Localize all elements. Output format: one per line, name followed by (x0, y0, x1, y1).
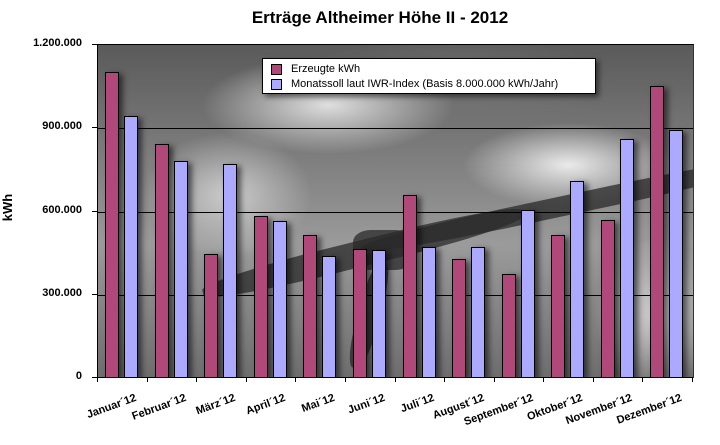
bar-monatssoll (619, 139, 634, 378)
legend-item-monatssoll: Monatssoll laut IWR-Index (Basis 8.000.0… (271, 77, 558, 91)
bar-monatssoll (173, 161, 188, 378)
bar-monatssoll (124, 115, 138, 378)
legend-item-erzeugt: Erzeugte kWh (271, 62, 360, 76)
legend-swatch-red (271, 63, 282, 75)
bar-erzeugt (204, 253, 219, 378)
bar-erzeugt (452, 258, 467, 378)
bar-erzeugt (551, 235, 566, 378)
x-tick-mark (97, 377, 98, 382)
chart-title: Erträge Altheimer Höhe II - 2012 (251, 8, 509, 27)
x-tick-mark (146, 377, 148, 382)
legend-swatch-blue (271, 78, 282, 90)
y-tick-label: 1.200.000 (33, 37, 82, 49)
bar-erzeugt (650, 86, 665, 378)
bar-erzeugt (600, 220, 615, 378)
x-tick-mark (245, 377, 247, 382)
y-tick-mark (92, 127, 97, 129)
gridline (98, 211, 693, 213)
x-tick-label: Juni´12 (345, 392, 387, 417)
x-tick-label: Januar´12 (85, 392, 139, 422)
bar-erzeugt (105, 71, 119, 378)
gridline (98, 128, 693, 130)
x-tick-mark (543, 377, 545, 382)
gridline (98, 294, 693, 296)
y-tick-label: 900.000 (42, 120, 82, 133)
x-tick-mark (444, 377, 446, 382)
x-tick-label: April´12 (244, 392, 288, 418)
bar-monatssoll (520, 210, 535, 378)
y-tick-mark (92, 44, 97, 45)
bar-erzeugt (352, 248, 367, 378)
bar-monatssoll (322, 255, 337, 378)
bar-erzeugt (253, 215, 268, 378)
bar-monatssoll (371, 250, 386, 378)
x-tick-label: Juli´12 (398, 392, 436, 416)
y-tick-label: 600.000 (42, 203, 82, 216)
legend: Erzeugte kWh Monatssoll laut IWR-Index (… (262, 58, 596, 94)
x-tick-label: Mai´12 (300, 392, 337, 415)
x-tick-mark (394, 377, 396, 382)
bar-monatssoll (669, 129, 684, 378)
x-tick-mark (344, 377, 346, 382)
y-tick-mark (92, 377, 97, 378)
legend-label: Monatssoll laut IWR-Index (Basis 8.000.0… (291, 78, 559, 90)
y-tick-label: 300.000 (42, 286, 82, 299)
bar-erzeugt (501, 273, 516, 378)
x-tick-mark (196, 377, 198, 382)
x-tick-mark (295, 377, 297, 382)
x-tick-mark (692, 377, 693, 382)
bar-monatssoll (471, 247, 486, 378)
y-tick-mark (92, 210, 97, 212)
bar-monatssoll (223, 164, 238, 378)
bar-erzeugt (402, 194, 417, 378)
bar-erzeugt (303, 235, 318, 378)
y-axis-label: kWh (0, 193, 16, 222)
y-tick-mark (92, 293, 97, 295)
turbine-blade-decoration (344, 259, 394, 371)
x-tick-mark (493, 377, 495, 382)
bar-erzeugt (154, 144, 169, 378)
x-tick-label: Februar´12 (130, 392, 188, 423)
legend-label: Erzeugte kWh (291, 63, 361, 75)
bar-monatssoll (272, 220, 287, 378)
x-tick-label: März´12 (194, 392, 238, 418)
plot-area (97, 44, 694, 378)
bar-monatssoll (421, 247, 436, 378)
x-tick-mark (642, 377, 644, 382)
x-tick-mark (592, 377, 594, 382)
y-tick-label: 0 (75, 370, 82, 382)
bar-monatssoll (570, 180, 585, 378)
